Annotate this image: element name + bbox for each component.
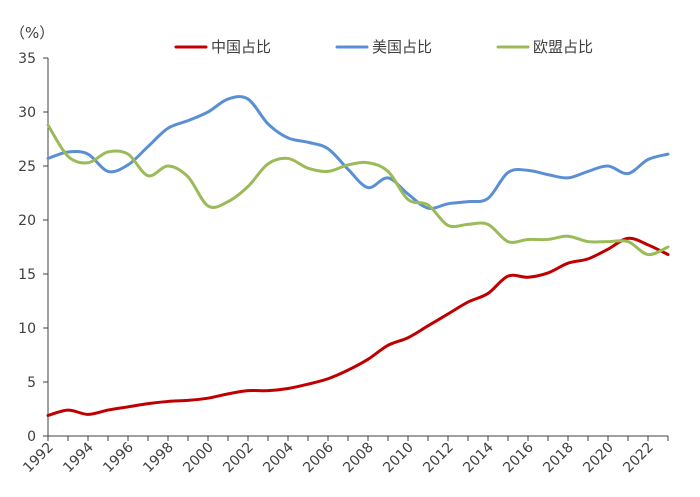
- x-tick-label: 2016: [500, 439, 537, 476]
- x-tick-label: 2020: [580, 440, 617, 477]
- x-tick-label: 2010: [380, 440, 417, 477]
- x-tick-label: 2006: [300, 439, 337, 476]
- us-share-line: [46, 95, 670, 210]
- y-tick-label: 15: [18, 267, 36, 283]
- legend-us-label: 美国占比: [372, 38, 432, 56]
- x-tick-label: 2022: [620, 440, 657, 477]
- y-unit-label: （%）: [10, 24, 54, 42]
- y-tick-label: 5: [27, 375, 36, 391]
- x-tick-label: 1998: [140, 440, 177, 477]
- china-share-line: [46, 236, 670, 417]
- eu-share-line: [46, 123, 670, 257]
- x-tick-label: 2012: [420, 440, 457, 477]
- x-tick-label: 1996: [100, 439, 137, 476]
- legend-eu-label: 欧盟占比: [533, 38, 593, 56]
- x-tick-label: 2018: [540, 440, 577, 477]
- y-tick-label: 0: [27, 429, 36, 445]
- x-tick-label: 1992: [20, 440, 57, 477]
- x-tick-label: 1994: [60, 439, 97, 476]
- y-tick-label: 30: [18, 105, 36, 121]
- y-tick-label: 35: [18, 51, 36, 67]
- legend: 中国占比 美国占比 欧盟占比: [174, 38, 593, 56]
- legend-china-label: 中国占比: [211, 38, 271, 56]
- x-tick-label: 2008: [340, 440, 377, 477]
- x-tick-label: 2004: [260, 439, 297, 476]
- x-tick-label: 2000: [180, 440, 217, 477]
- y-tick-label: 20: [18, 213, 36, 229]
- series-lines: [46, 95, 670, 417]
- y-tick-label: 10: [18, 321, 36, 337]
- x-tick-label: 2002: [220, 440, 257, 477]
- x-tick-label: 2014: [460, 439, 497, 476]
- y-tick-label: 25: [18, 159, 36, 175]
